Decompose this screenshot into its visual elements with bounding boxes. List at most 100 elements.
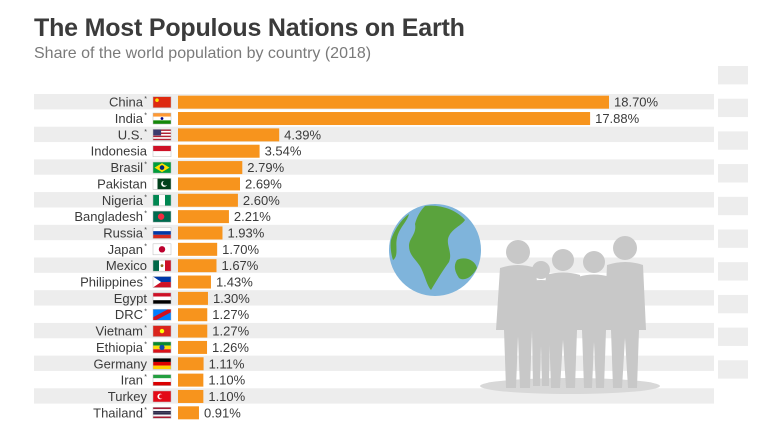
japan-flag-icon [152,243,172,256]
asterisk-mark: * [144,325,147,332]
side-stripe [718,196,748,216]
bar [178,161,243,175]
bar-row: China * 18.70% [109,95,659,110]
bar-row: Egypt 1.30% [114,291,251,306]
category-label: China [109,95,144,110]
globe-icon [389,204,481,296]
bar-row: Germany 1.11% [94,356,245,371]
side-stripe [718,66,748,85]
bar-row: India * 17.88% [115,111,640,126]
asterisk-mark: * [144,374,147,381]
bar [178,389,204,403]
bar-row: Indonesia 3.54% [91,144,302,159]
bar [178,210,229,224]
bar [178,373,204,387]
usa-flag-icon [152,129,172,141]
asterisk-mark: * [144,407,147,414]
bar [178,324,208,338]
bar [178,357,204,371]
category-label: Mexico [106,258,147,273]
bar [178,291,208,305]
category-label: Russia [103,225,144,240]
iran-flag-icon [152,374,172,386]
russia-flag-icon [152,227,172,239]
category-label: Turkey [108,389,148,404]
bar [178,242,218,256]
nigeria-flag-icon [152,194,172,207]
category-label: Philippines [80,275,143,290]
value-label: 1.10% [208,389,245,404]
bar [178,193,238,207]
value-label: 1.43% [216,275,253,290]
value-label: 2.21% [234,209,271,224]
value-label: 1.27% [212,324,249,339]
india-flag-icon [152,112,172,125]
side-stripe [718,164,748,183]
category-label: Germany [94,356,148,371]
category-label: Nigeria [102,193,144,208]
category-label: India [115,111,144,126]
brazil-flag-icon [152,161,172,174]
bar [178,275,211,289]
side-stripe [718,360,748,379]
bar-row: Mexico 1.67% [106,258,259,273]
side-stripe [718,131,748,150]
category-label: Egypt [114,291,148,306]
category-label: Thailand [93,405,143,420]
value-label: 18.70% [614,95,659,110]
bar [178,308,208,322]
side-stripe [718,229,748,248]
category-label: Bangladesh [74,209,143,224]
bar-row: Iran * 1.10% [121,373,246,388]
category-label: Indonesia [91,144,148,159]
value-label: 1.93% [227,225,264,240]
bar-row: Japan * 1.70% [108,242,260,257]
value-label: 2.60% [243,193,280,208]
bar-row: DRC * 1.27% [115,307,250,322]
category-label: Japan [108,242,143,257]
value-label: 1.10% [208,373,245,388]
bar [178,112,591,126]
side-stripes [718,66,748,379]
thailand-flag-icon [152,407,172,419]
indonesia-flag-icon [152,145,172,157]
asterisk-mark: * [144,129,147,136]
ethiopia-flag-icon [152,341,172,354]
bar-row: Bangladesh * 2.21% [74,209,271,224]
asterisk-mark: * [144,211,147,218]
bar-row: Philippines * 1.43% [80,275,253,290]
side-stripe [718,262,748,281]
bar-row: Thailand * 0.91% [93,405,241,420]
bar-row: U.S. * 4.39% [118,127,322,142]
value-label: 0.91% [204,405,241,420]
bar [178,144,260,158]
category-label: Iran [121,373,143,388]
bar-row: Vietnam * 1.27% [96,324,250,339]
value-label: 17.88% [595,111,640,126]
mexico-flag-icon [152,259,172,272]
asterisk-mark: * [144,227,147,234]
asterisk-mark: * [144,162,147,169]
vietnam-flag-icon [152,325,172,337]
side-stripe [718,327,748,346]
asterisk-mark: * [144,243,147,250]
value-label: 1.67% [221,258,258,273]
bar-row: Brasil * 2.79% [110,160,284,175]
egypt-flag-icon [152,292,172,305]
value-label: 1.11% [209,356,245,371]
asterisk-mark: * [144,113,147,120]
pakistan-flag-icon [152,178,172,190]
bar [178,340,208,354]
bar-row: Pakistan 2.69% [97,176,282,191]
side-stripe [718,294,748,314]
bar-row: Turkey 1.10% [108,389,246,404]
philippines-flag-icon [152,276,172,288]
value-label: 2.69% [245,176,282,191]
asterisk-mark: * [144,96,147,103]
category-label: Brasil [110,160,143,175]
turkey-flag-icon [152,390,172,403]
germany-flag-icon [152,358,172,370]
bar [178,128,280,142]
value-label: 1.30% [213,291,250,306]
